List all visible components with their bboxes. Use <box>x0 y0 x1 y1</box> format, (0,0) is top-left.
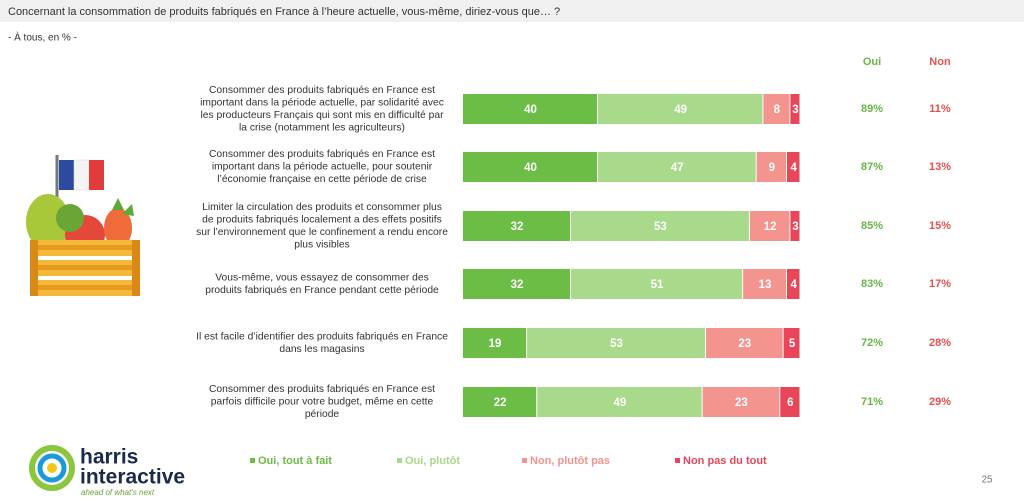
bar-segment <box>790 211 800 241</box>
logo-text: harris <box>80 446 138 469</box>
legend-swatch <box>250 458 255 463</box>
summary-value: 29% <box>929 396 951 408</box>
bar-segment <box>598 152 756 182</box>
legend-label: Oui, plutôt <box>405 455 460 467</box>
summary-value: 72% <box>861 337 883 349</box>
bar-segment <box>463 152 597 182</box>
bar-segment <box>527 328 705 358</box>
data-label: 9 <box>769 162 775 174</box>
data-label: 12 <box>764 221 777 233</box>
bar-segment <box>463 269 570 299</box>
row-label: dans les magasins <box>279 344 364 355</box>
legend-label: Non pas du tout <box>683 455 767 467</box>
bar-segment <box>783 328 800 358</box>
bar-segment <box>571 269 743 299</box>
row-label: Consommer des produits fabriqués en Fran… <box>209 384 435 395</box>
row-label: sur l’environnement que le confinement a… <box>196 227 448 238</box>
data-label: 49 <box>614 397 627 409</box>
logo-tagline: ahead of what's next <box>81 488 155 497</box>
data-label: 3 <box>792 104 798 116</box>
data-label: 8 <box>774 104 781 116</box>
summary-value: 87% <box>861 161 883 173</box>
data-label: 3 <box>792 221 798 233</box>
row-label: important dans la période actuelle, par … <box>200 97 444 108</box>
bar-segment <box>571 211 749 241</box>
row-label: la crise (notamment les agriculteurs) <box>239 122 405 133</box>
summary-value: 89% <box>861 103 883 115</box>
row-label: important dans la période actuelle, pour… <box>212 162 433 173</box>
row-label: parfois difficile pour votre budget, mêm… <box>211 397 434 408</box>
data-label: 40 <box>524 162 537 174</box>
bar-segment <box>763 94 790 124</box>
row-label: de produits fabriqués localement a des e… <box>202 214 442 225</box>
summary-value: 13% <box>929 161 951 173</box>
bar-segment <box>463 328 527 358</box>
bar-segment <box>463 94 597 124</box>
data-label: 4 <box>791 279 798 291</box>
page-number: 25 <box>981 475 993 486</box>
summary-value: 85% <box>861 220 883 232</box>
bar-segment <box>787 269 800 299</box>
legend-swatch <box>675 458 680 463</box>
row-label: l’économie française en cette période de… <box>217 174 427 185</box>
chart-subtitle: - À tous, en % - <box>8 31 77 44</box>
bar-segment <box>702 387 780 417</box>
row-label: les producteurs Français qui sont mis en… <box>200 110 444 121</box>
data-label: 49 <box>674 104 687 116</box>
legend-label: Non, plutôt pas <box>530 455 610 467</box>
bar-segment <box>743 269 786 299</box>
data-label: 5 <box>789 338 796 350</box>
logo-mark <box>29 445 75 491</box>
logo-text: interactive <box>80 466 185 489</box>
bar-segment <box>756 152 786 182</box>
data-label: 32 <box>511 279 524 291</box>
legend-swatch <box>397 458 402 463</box>
row-label: produits fabriqués en France pendant cet… <box>205 285 439 296</box>
bar-segment <box>787 152 800 182</box>
data-label: 23 <box>738 338 751 350</box>
bar-segment <box>706 328 783 358</box>
column-header: Non <box>929 56 951 68</box>
data-label: 19 <box>489 338 502 350</box>
legend-swatch <box>522 458 527 463</box>
data-label: 53 <box>610 338 623 350</box>
row-label: Consommer des produits fabriqués en Fran… <box>209 149 435 160</box>
bar-segment <box>537 387 702 417</box>
row-label: Vous-même, vous essayez de consommer des <box>215 272 428 283</box>
legend-label: Oui, tout à fait <box>258 455 332 467</box>
row-label: Consommer des produits fabriqués en Fran… <box>209 85 435 96</box>
data-label: 53 <box>654 221 667 233</box>
bar-segment <box>598 94 763 124</box>
bar-segment <box>749 211 790 241</box>
row-label: période <box>305 409 340 420</box>
row-label: plus visibles <box>294 239 350 250</box>
data-label: 6 <box>787 397 793 409</box>
row-label: Il est facile d’identifier des produits … <box>196 331 448 342</box>
chart-title: Concernant la consommation de produits f… <box>8 6 560 18</box>
bar-segment <box>780 387 800 417</box>
bar-segment <box>790 94 800 124</box>
data-label: 40 <box>524 104 537 116</box>
row-label: Limiter la circulation des produits et c… <box>202 202 442 213</box>
summary-value: 71% <box>861 396 883 408</box>
data-label: 4 <box>791 162 798 174</box>
data-label: 47 <box>671 162 684 174</box>
summary-value: 83% <box>861 278 883 290</box>
data-label: 32 <box>511 221 524 233</box>
summary-value: 11% <box>929 103 951 115</box>
bar-segment <box>463 387 537 417</box>
summary-value: 15% <box>929 220 951 232</box>
data-label: 51 <box>651 279 664 291</box>
bar-segment <box>463 211 570 241</box>
summary-value: 17% <box>929 278 951 290</box>
data-label: 23 <box>735 397 748 409</box>
summary-value: 28% <box>929 337 951 349</box>
illustration <box>26 155 140 296</box>
data-label: 13 <box>759 279 772 291</box>
data-label: 22 <box>494 397 507 409</box>
header-band <box>0 0 1024 22</box>
column-header: Oui <box>863 56 881 68</box>
